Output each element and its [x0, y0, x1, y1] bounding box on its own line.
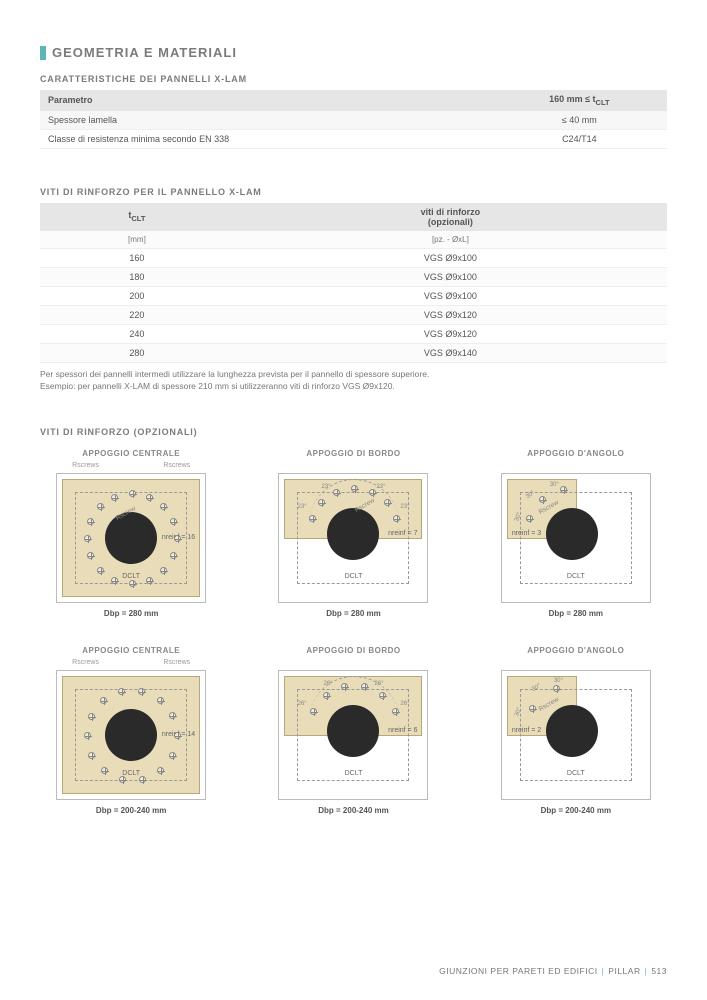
- table2-heading: VITI DI RINFORZO PER IL PANNELLO X-LAM: [40, 187, 667, 197]
- diagram-edge-7: APPOGGIO DI BORDO 23° 23° 23° 23° Rscrew…: [262, 449, 444, 618]
- screw-icon: [111, 494, 118, 501]
- screw-icon: [174, 732, 181, 739]
- screw-icon: [392, 708, 399, 715]
- screw-icon: [539, 496, 546, 503]
- table-row: 240VGS Ø9x120: [40, 324, 667, 343]
- screw-icon: [157, 767, 164, 774]
- screw-icon: [174, 535, 181, 542]
- screw-icon: [88, 752, 95, 759]
- screw-icon: [87, 518, 94, 525]
- screw-icon: [146, 494, 153, 501]
- page-footer: GIUNZIONI PER PARETI ED EDIFICI|PILLAR|5…: [439, 966, 667, 976]
- diagram-grid: APPOGGIO CENTRALE Rscrews Rscrews Rscrew…: [40, 449, 667, 815]
- t1-body: Spessore lamella≤ 40 mm Classe di resist…: [40, 111, 667, 149]
- table-row: 160VGS Ø9x100: [40, 248, 667, 267]
- diagram-corner-3: APPOGGIO D'ANGOLO 30° 30° 30° Rscrew nre…: [485, 449, 667, 618]
- unit-row: [mm][pz. - ØxL]: [40, 231, 667, 249]
- screw-icon: [169, 752, 176, 759]
- table-row: 220VGS Ø9x120: [40, 305, 667, 324]
- table2-notes: Per spessori dei pannelli intermedi util…: [40, 369, 667, 393]
- screw-icon: [351, 485, 358, 492]
- t2-col1: tCLT: [40, 203, 234, 231]
- table1-heading: CARATTERISTICHE DEI PANNELLI X-LAM: [40, 74, 667, 84]
- screw-icon: [146, 577, 153, 584]
- table-row: Classe di resistenza minima secondo EN 3…: [40, 129, 667, 148]
- t1-col1: Parametro: [40, 90, 492, 111]
- accent-bar: [40, 46, 46, 60]
- screw-icon: [84, 535, 91, 542]
- section-title: GEOMETRIA E MATERIALI: [52, 45, 237, 60]
- screw-icon: [157, 697, 164, 704]
- diagram-edge-6: APPOGGIO DI BORDO 26° 26° 26° 26° nreinf…: [262, 646, 444, 815]
- table-row: 280VGS Ø9x140: [40, 343, 667, 362]
- screw-icon: [101, 767, 108, 774]
- screw-icon: [553, 685, 560, 692]
- t1-col2: 160 mm ≤ tCLT: [492, 90, 667, 111]
- screw-icon: [119, 776, 126, 783]
- t2-col2: viti di rinforzo(opzionali): [234, 203, 667, 231]
- characteristics-table: Parametro 160 mm ≤ tCLT Spessore lamella…: [40, 90, 667, 149]
- diagrams-heading: VITI DI RINFORZO (OPZIONALI): [40, 427, 667, 437]
- screw-icon: [139, 776, 146, 783]
- screw-icon: [529, 705, 536, 712]
- diagram-central-16: APPOGGIO CENTRALE Rscrews Rscrews Rscrew…: [40, 449, 222, 618]
- screw-icon: [84, 732, 91, 739]
- table-row: 180VGS Ø9x100: [40, 267, 667, 286]
- screw-icon: [526, 515, 533, 522]
- screw-icon: [309, 515, 316, 522]
- screw-icon: [333, 489, 340, 496]
- screw-icon: [129, 490, 136, 497]
- screw-icon: [384, 499, 391, 506]
- diagram-central-14: APPOGGIO CENTRALE Rscrews Rscrews nreinf…: [40, 646, 222, 815]
- reinforcement-table: tCLT viti di rinforzo(opzionali) [mm][pz…: [40, 203, 667, 363]
- table-row: Spessore lamella≤ 40 mm: [40, 111, 667, 130]
- screw-icon: [393, 515, 400, 522]
- section-header: GEOMETRIA E MATERIALI: [40, 45, 667, 60]
- diagram-corner-2: APPOGGIO D'ANGOLO 30° 30° 30° Rscrew nre…: [485, 646, 667, 815]
- screw-icon: [369, 489, 376, 496]
- screw-icon: [129, 580, 136, 587]
- table-row: 200VGS Ø9x100: [40, 286, 667, 305]
- screw-icon: [88, 713, 95, 720]
- screw-icon: [97, 567, 104, 574]
- screw-icon: [323, 692, 330, 699]
